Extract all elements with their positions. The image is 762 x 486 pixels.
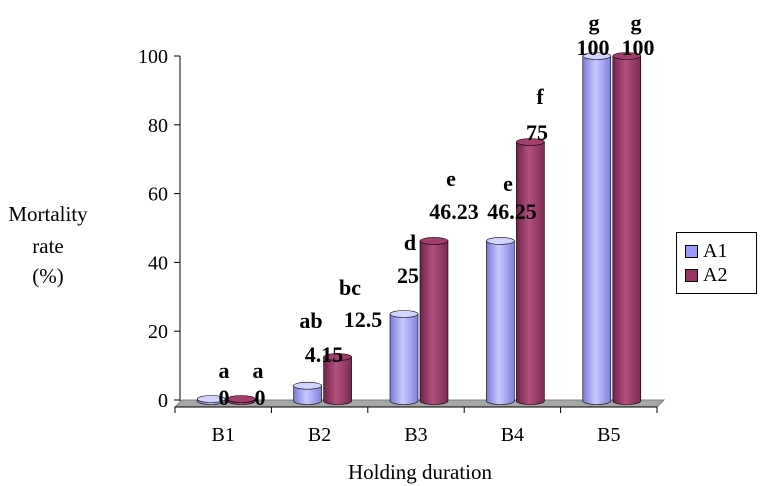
significance-letter-a1-b4: e [503,171,513,196]
bar-top [196,395,226,403]
data-labels: a0a0ab4.15bc12.5d25e46.23e46.25f75g100g1… [219,10,655,410]
bar-a1-b3 [389,310,419,405]
y-tick-label: 100 [138,46,168,68]
x-tick-label: B4 [501,424,524,446]
bar-top [516,138,545,146]
bar-body [389,313,419,405]
y-tick-label: 80 [148,115,168,137]
bar-a1-b4 [486,237,515,405]
x-tick-label: B5 [597,424,620,446]
significance-letter-a2-b2: bc [339,275,361,300]
x-tick-label: B2 [308,424,331,446]
y-tick-label: 60 [148,184,168,206]
bar-top [389,310,419,318]
significance-letter-a2-b3: e [446,166,456,191]
bar-body [419,240,449,405]
bar-top [582,52,612,60]
value-label-a1-b4: 46.25 [487,199,537,224]
legend-item-a1: A1 [685,239,727,263]
bar-body [612,55,642,405]
significance-letter-a1-b2: ab [299,308,322,333]
bar-a1-b1 [196,395,226,405]
bars [196,52,642,405]
significance-letter-a1-b5: g [589,10,600,35]
value-label-a2-b2: 12.5 [344,307,383,332]
y-tick-label: 40 [148,252,168,274]
bar-a2-b1 [226,395,256,405]
bar-body [323,356,352,405]
legend-item-a2: A2 [685,263,727,287]
axes: 0 20 40 60 80 100 B1 B2 B3 B4 B5 [138,46,658,446]
significance-letter-a2-b4: f [536,84,544,109]
x-tick-label: B1 [212,424,235,446]
bar-body [293,385,322,405]
bar-a2-b2 [323,353,352,405]
value-label-a2-b1: 0 [255,385,266,410]
x-axis-label: Holding duration [347,460,493,484]
legend: A1 A2 [676,232,757,294]
value-label-a1-b1: 0 [219,385,230,410]
legend-label-a1: A1 [703,239,728,262]
bar-top [486,237,515,245]
value-label-a2-b5: 100 [622,35,655,60]
value-label-a1-b3: 25 [397,263,419,288]
bar-top [293,381,322,390]
bar-body [582,55,612,405]
legend-swatch-a2 [685,268,698,282]
y-tick-label: 20 [148,321,168,343]
y-tick-label: 0 [158,390,168,412]
significance-letter-a2-b1: a [253,358,264,383]
bar-a1-b5 [582,52,612,405]
bar-top [419,237,449,245]
bar-a2-b4 [516,138,545,405]
significance-letter-a1-b3: d [404,230,416,255]
legend-label-a2: A2 [703,263,728,286]
bar-body [486,240,515,405]
legend-swatch-a1 [685,244,698,258]
y-axis-label-line-3: (%) [32,264,64,288]
bar-a2-b5 [612,52,642,405]
bar-top [323,353,352,361]
value-label-a1-b5: 100 [577,35,610,60]
bar-a1-b2 [293,381,322,405]
bar-top [226,395,256,403]
value-label-a2-b4: 75 [526,120,548,145]
value-label-a1-b2: 4.15 [305,342,344,367]
y-axis-label-line-1: Mortality [8,202,88,226]
bar-top [612,52,642,60]
significance-letter-a2-b5: g [631,10,642,35]
value-label-a2-b3: 46.23 [429,199,479,224]
significance-letter-a1-b1: a [219,358,230,383]
bar-body [516,141,545,405]
y-axis-label-line-2: rate [32,234,64,258]
bar-a2-b3 [419,237,449,405]
x-tick-label: B3 [404,424,427,446]
